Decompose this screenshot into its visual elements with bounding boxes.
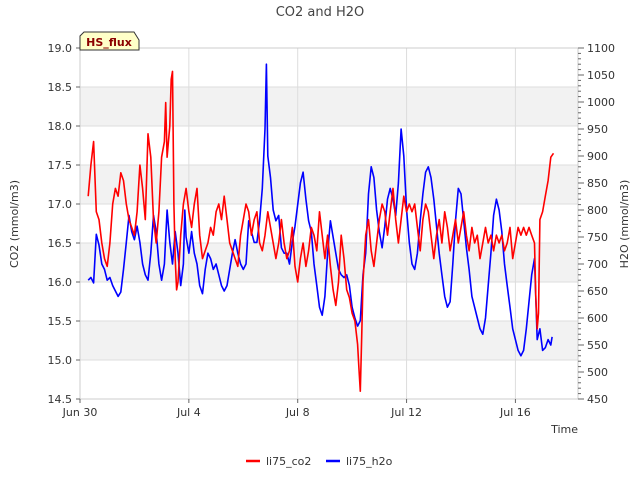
right-tick-label: 550 xyxy=(587,339,608,352)
series-line-li75_h2o xyxy=(87,63,553,357)
right-axis: 450 500 550 600 650 700 750 800 850 900 950 1000 105… xyxy=(578,42,615,406)
badge: HS_flux xyxy=(79,31,140,51)
right-tick-label: 1000 xyxy=(587,96,615,109)
left-tick-label: 18.0 xyxy=(48,120,73,133)
right-tick-label: 500 xyxy=(587,366,608,379)
left-tick-label: 17.0 xyxy=(48,198,73,211)
right-tick-label: 700 xyxy=(587,258,608,271)
left-tick-label: 15.0 xyxy=(48,354,73,367)
legend: li75_co2 li75_h2o xyxy=(246,455,393,468)
left-tick-label: 14.5 xyxy=(48,393,73,406)
left-tick-label: 15.5 xyxy=(48,315,73,328)
badge-box xyxy=(79,31,140,51)
right-tick-label: 800 xyxy=(587,204,608,217)
right-tick-label: 900 xyxy=(587,150,608,163)
left-axis: 14.5 15.0 15.5 16.0 16.5 17.0 17.5 18.0 18.5 19.0 xyxy=(48,42,80,406)
plot-band xyxy=(80,87,578,126)
plot-band xyxy=(80,165,578,204)
right-tick-label: 600 xyxy=(587,312,608,325)
right-axis-label: H2O (mmol/m3) xyxy=(618,180,631,269)
legend-label-li75_h2o: li75_h2o xyxy=(346,455,393,468)
left-tick-label: 18.5 xyxy=(48,81,73,94)
x-axis-label: Time xyxy=(550,423,578,436)
series-line-li75_co2 xyxy=(87,70,555,392)
x-tick-label: Jul 12 xyxy=(390,406,422,419)
right-tick-label: 950 xyxy=(587,123,608,136)
left-tick-label: 17.5 xyxy=(48,159,73,172)
left-tick-label: 16.5 xyxy=(48,237,73,250)
x-axis: Jun 30 Jul 4 Jul 8 Jul 12 Jul 16 xyxy=(62,399,531,419)
right-tick-label: 650 xyxy=(587,285,608,298)
plot-frame xyxy=(79,47,579,400)
left-axis-label: CO2 (mmol/m3) xyxy=(8,180,21,268)
series-layer xyxy=(87,63,555,392)
plot-bands xyxy=(80,87,578,360)
right-tick-label: 750 xyxy=(587,231,608,244)
legend-label-li75_co2: li75_co2 xyxy=(266,455,311,468)
plot-band xyxy=(80,321,578,360)
x-tick-label: Jun 30 xyxy=(62,406,98,419)
left-tick-label: 16.0 xyxy=(48,276,73,289)
x-tick-label: Jul 4 xyxy=(176,406,201,419)
right-tick-label: 850 xyxy=(587,177,608,190)
x-tick-label: Jul 8 xyxy=(285,406,310,419)
left-tick-label: 19.0 xyxy=(48,42,73,55)
right-tick-label: 1050 xyxy=(587,69,615,82)
chart-title: CO2 and H2O xyxy=(276,5,365,20)
right-tick-label: 450 xyxy=(587,393,608,406)
x-tick-label: Jul 16 xyxy=(499,406,531,419)
right-tick-label: 1100 xyxy=(587,42,615,55)
badge-label: HS_flux xyxy=(86,36,132,49)
